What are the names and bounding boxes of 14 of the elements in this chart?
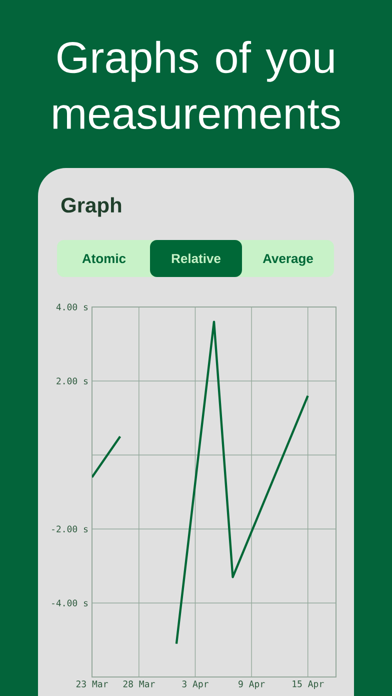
y-tick-label: 4.00 s <box>56 304 88 310</box>
x-tick-label: 23 Mar <box>76 680 108 688</box>
y-tick-label: 2.00 s <box>56 378 88 384</box>
text: Atomic <box>82 254 126 264</box>
text: Relative <box>172 254 220 264</box>
y-tick-label: -4.00 s <box>52 600 88 606</box>
x-tick-label: 9 Apr <box>238 680 265 690</box>
chart-title: Graphs of you measurements <box>53 40 340 130</box>
x-tick-label: 15 Apr <box>292 680 324 689</box>
x-tick-label: 3 Apr <box>182 680 208 690</box>
x-tick-label: 28 Mar <box>123 680 155 688</box>
text: Average <box>262 254 313 266</box>
chart-subtitle: Graph <box>61 197 122 217</box>
y-tick-label: -2.00 s <box>52 526 88 532</box>
